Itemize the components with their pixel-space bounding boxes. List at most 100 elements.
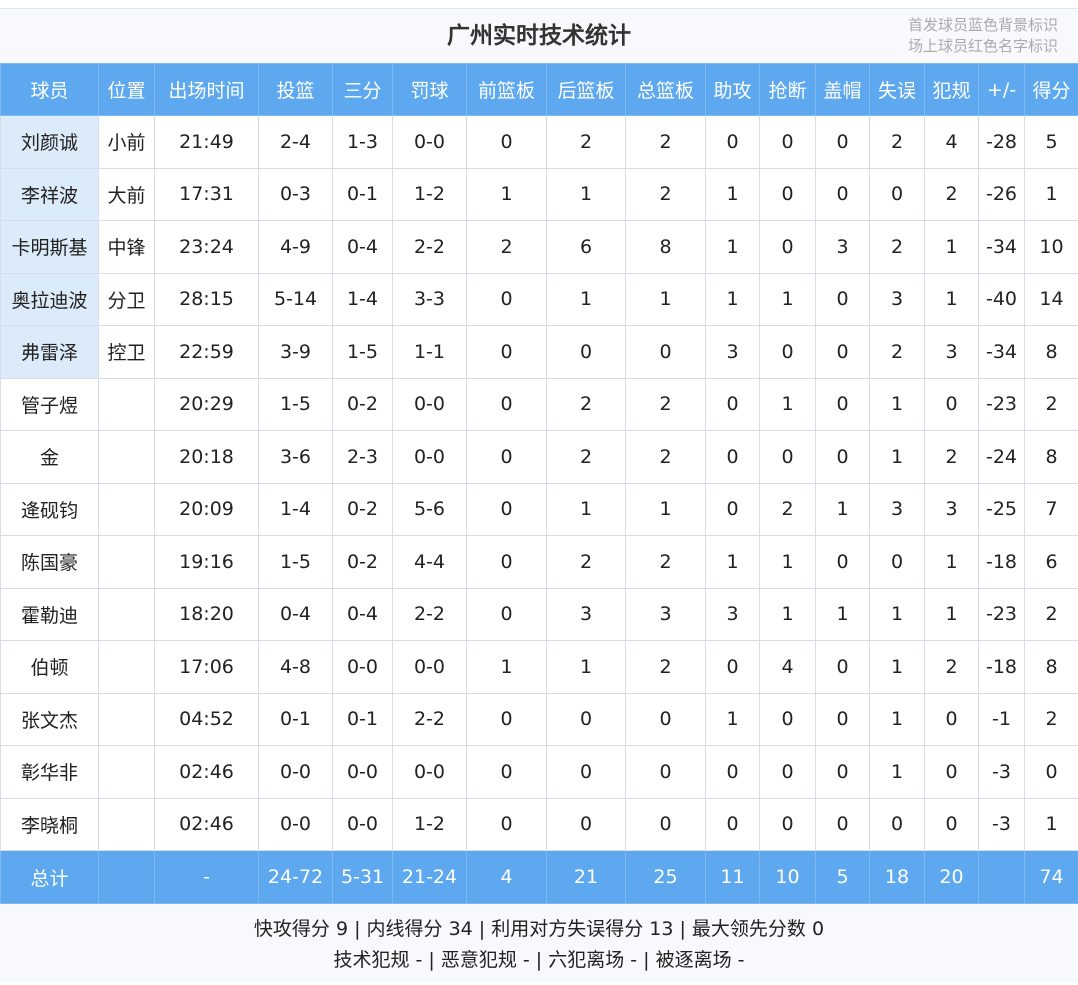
stat-cell: 0-1 [332, 692, 393, 746]
stat-cell: 3-6 [258, 430, 333, 484]
stat-cell: -18 [978, 640, 1025, 694]
stat-cell: 0 [1024, 745, 1078, 799]
stat-cell: 21:49 [154, 115, 259, 169]
column-header[interactable]: 球员 [0, 63, 99, 116]
stat-cell: 2 [869, 115, 925, 169]
column-header[interactable]: 盖帽 [815, 63, 870, 116]
player-name: 霍勒迪 [0, 587, 99, 641]
player-name: 金 [0, 430, 99, 484]
column-header[interactable]: 位置 [98, 63, 155, 116]
column-header[interactable]: 犯规 [924, 63, 979, 116]
stat-cell: 1 [625, 272, 706, 326]
stat-cell: 0-0 [392, 640, 467, 694]
stat-cell: 14 [1024, 272, 1078, 326]
stat-cell: 0 [546, 797, 626, 851]
column-header[interactable]: 投篮 [258, 63, 333, 116]
stat-cell: 0-4 [258, 587, 333, 641]
stat-cell: 5-6 [392, 482, 467, 536]
stat-cell: 3 [705, 325, 760, 379]
stat-cell: 1 [625, 482, 706, 536]
stat-cell: 0-2 [332, 377, 393, 431]
column-header[interactable]: 助攻 [705, 63, 760, 116]
stat-cell: 0-2 [332, 482, 393, 536]
stat-cell: 1-5 [258, 377, 333, 431]
stat-cell: 0 [705, 797, 760, 851]
column-header[interactable]: 失误 [869, 63, 925, 116]
column-header[interactable]: 后篮板 [546, 63, 626, 116]
stat-cell: 1 [924, 220, 979, 274]
stat-cell: 1 [466, 640, 547, 694]
player-name: 卡明斯基 [0, 220, 99, 274]
stat-cell: 1 [869, 692, 925, 746]
stat-cell: 2 [546, 430, 626, 484]
stat-cell: 0 [924, 692, 979, 746]
stat-cell: 1 [1024, 797, 1078, 851]
stat-cell: 0 [546, 325, 626, 379]
table-row: 张文杰 04:52 0-1 0-1 2-2 0 0 0 1 0 0 1 0 -1 2 [0, 692, 1078, 746]
stat-cell: -23 [978, 587, 1025, 641]
stat-cell: 0 [759, 692, 816, 746]
column-header[interactable]: 前篮板 [466, 63, 547, 116]
stat-cell: 2-3 [332, 430, 393, 484]
stat-cell [98, 430, 155, 484]
stat-cell [98, 377, 155, 431]
stat-cell: 0 [924, 797, 979, 851]
stat-cell: 0 [466, 272, 547, 326]
stat-cell: 1 [705, 167, 760, 221]
column-header[interactable]: 总篮板 [625, 63, 706, 116]
stat-cell: 1 [869, 587, 925, 641]
stat-cell: 1 [546, 482, 626, 536]
stat-cell: 8 [1024, 640, 1078, 694]
stat-cell: 10 [1024, 220, 1078, 274]
stat-cell: 0-0 [332, 797, 393, 851]
stat-cell: 0-4 [332, 220, 393, 274]
stat-cell: 3 [869, 482, 925, 536]
stat-cell: 17:31 [154, 167, 259, 221]
stat-cell: 1 [546, 640, 626, 694]
total-cell: 25 [625, 850, 706, 904]
stat-cell: 2 [924, 430, 979, 484]
stat-cell: 0 [705, 482, 760, 536]
total-cell: 5-31 [332, 850, 393, 904]
stat-cell: -34 [978, 220, 1025, 274]
stat-cell: 2 [1024, 377, 1078, 431]
player-name: 刘颜诚 [0, 115, 99, 169]
column-header[interactable]: 得分 [1024, 63, 1078, 116]
stat-cell: -25 [978, 482, 1025, 536]
table-row: 彰华非 02:46 0-0 0-0 0-0 0 0 0 0 0 0 1 0 -3 0 [0, 745, 1078, 799]
stat-cell: 1 [705, 535, 760, 589]
stat-cell: 1 [869, 430, 925, 484]
stat-cell: 0 [815, 167, 870, 221]
stat-cell: 0 [705, 430, 760, 484]
stat-cell: 1 [869, 640, 925, 694]
stat-cell: 1-4 [258, 482, 333, 536]
column-header[interactable]: 罚球 [392, 63, 467, 116]
stat-cell: 5-14 [258, 272, 333, 326]
stat-cell: 0 [466, 482, 547, 536]
stat-cell: 2-2 [392, 587, 467, 641]
stat-cell [98, 587, 155, 641]
total-cell: 24-72 [258, 850, 333, 904]
stat-cell: 8 [1024, 430, 1078, 484]
total-cell: 10 [759, 850, 816, 904]
column-header[interactable]: 出场时间 [154, 63, 259, 116]
column-header[interactable]: 抢断 [759, 63, 816, 116]
stat-cell: 0-1 [258, 692, 333, 746]
stat-cell: 3 [869, 272, 925, 326]
column-header[interactable]: 三分 [332, 63, 393, 116]
stat-cell: 1 [869, 745, 925, 799]
totals-row: 总计 -24-72 5-31 21-24 4 21 25 11 10 5 18 20 74 [0, 850, 1078, 904]
stat-cell: 0-0 [392, 115, 467, 169]
stat-cell: 0-0 [392, 430, 467, 484]
stat-cell: 1-3 [332, 115, 393, 169]
stat-cell: 3-9 [258, 325, 333, 379]
stat-cell: 3 [705, 587, 760, 641]
table-row: 逄砚钧 20:09 1-4 0-2 5-6 0 1 1 0 2 1 3 3 -25 7 [0, 482, 1078, 536]
stat-cell: 0 [466, 325, 547, 379]
stat-cell: 6 [1024, 535, 1078, 589]
stat-cell: -40 [978, 272, 1025, 326]
column-header[interactable]: +/- [978, 63, 1025, 116]
stat-cell: 0-0 [258, 797, 333, 851]
total-cell: - [154, 850, 259, 904]
stat-cell: 0 [466, 587, 547, 641]
